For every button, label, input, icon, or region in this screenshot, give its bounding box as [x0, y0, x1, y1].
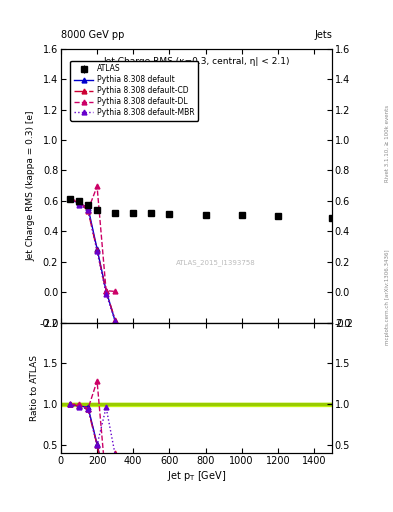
Bar [61, 402, 332, 406]
Pythia 8.308 default-CD [113, 316, 118, 323]
Y-axis label: Ratio to ATLAS: Ratio to ATLAS [29, 355, 39, 421]
Pythia 8.308 default-DL [104, 288, 108, 294]
Pythia 8.308 default-DL [86, 207, 90, 213]
Pythia 8.308 default-CD [104, 288, 108, 294]
Pythia 8.308 default-DL [68, 196, 72, 202]
Pythia 8.308 default [104, 288, 108, 294]
Pythia 8.308 default-CD [86, 208, 90, 214]
Pythia 8.308 default [77, 200, 81, 206]
X-axis label: Jet p$_\mathrm{T}$ [GeV]: Jet p$_\mathrm{T}$ [GeV] [167, 468, 226, 483]
Legend: ATLAS, Pythia 8.308 default, Pythia 8.308 default-CD, Pythia 8.308 default-DL, P: ATLAS, Pythia 8.308 default, Pythia 8.30… [70, 61, 198, 121]
Pythia 8.308 default-MBR [104, 291, 108, 297]
Pythia 8.308 default-DL [113, 288, 118, 294]
Line: Pythia 8.308 default-MBR: Pythia 8.308 default-MBR [68, 197, 118, 324]
Text: Rivet 3.1.10, ≥ 100k events: Rivet 3.1.10, ≥ 100k events [385, 105, 390, 182]
Text: ATLAS_2015_I1393758: ATLAS_2015_I1393758 [176, 259, 255, 266]
Y-axis label: Jet Charge RMS (kappa = 0.3) [e]: Jet Charge RMS (kappa = 0.3) [e] [26, 111, 35, 261]
Pythia 8.308 default [86, 205, 90, 211]
Pythia 8.308 default [95, 246, 99, 252]
Pythia 8.308 default-DL [95, 183, 99, 189]
Line: Pythia 8.308 default-CD: Pythia 8.308 default-CD [68, 197, 118, 322]
Pythia 8.308 default-CD [77, 199, 81, 205]
Pythia 8.308 default-DL [77, 198, 81, 204]
Line: Pythia 8.308 default: Pythia 8.308 default [68, 197, 118, 324]
Pythia 8.308 default-MBR [86, 207, 90, 213]
Pythia 8.308 default [68, 196, 72, 202]
Pythia 8.308 default-MBR [95, 248, 99, 254]
Pythia 8.308 default [113, 318, 118, 324]
Pythia 8.308 default-MBR [77, 202, 81, 208]
Text: 8000 GeV pp: 8000 GeV pp [61, 30, 124, 40]
Pythia 8.308 default-MBR [68, 196, 72, 202]
Text: mcplots.cern.ch [arXiv:1306.3436]: mcplots.cern.ch [arXiv:1306.3436] [385, 249, 390, 345]
Line: Pythia 8.308 default-DL: Pythia 8.308 default-DL [68, 184, 118, 294]
Pythia 8.308 default-CD [95, 247, 99, 253]
Text: Jet Charge RMS (κ=0.3, central, η| < 2.1): Jet Charge RMS (κ=0.3, central, η| < 2.1… [103, 57, 290, 66]
Pythia 8.308 default-MBR [113, 318, 118, 324]
Pythia 8.308 default-CD [68, 196, 72, 202]
Text: Jets: Jets [314, 30, 332, 40]
